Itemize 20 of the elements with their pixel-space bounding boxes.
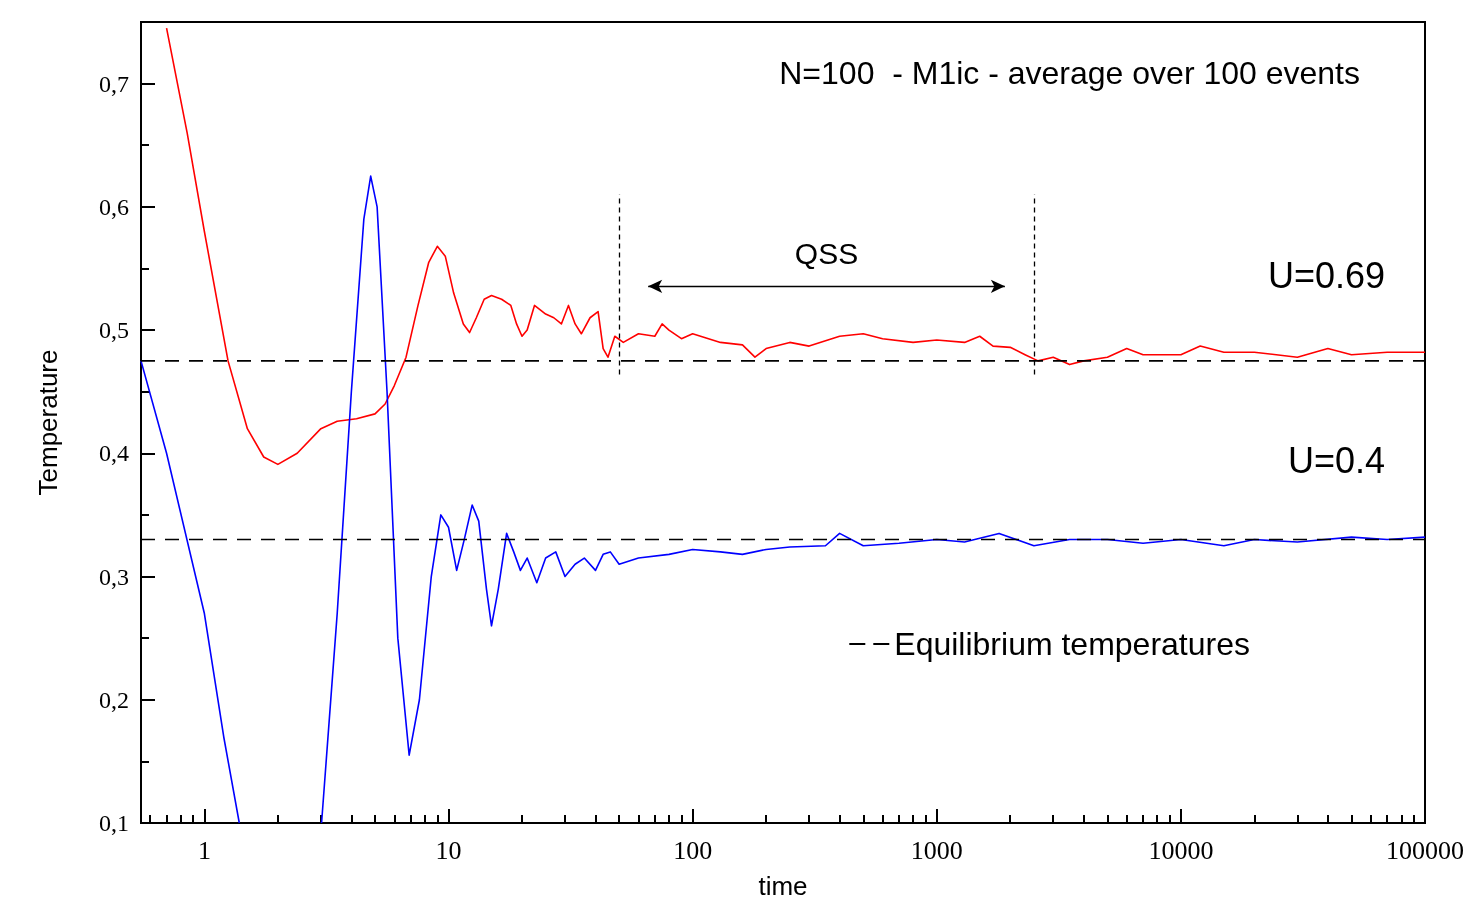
text: N=100 - M1ic - average over 100 events	[779, 55, 1360, 91]
y-tick-label: 0,4	[99, 440, 129, 467]
y-tick-label: 0,6	[99, 193, 129, 220]
x-axis-title: time	[758, 871, 808, 901]
y-tick-label: 0,5	[99, 317, 129, 344]
y-tick-label: 0,7	[99, 70, 129, 97]
legend-label: Equilibrium temperatures	[894, 626, 1250, 662]
y-tick-label: 0,3	[99, 563, 129, 590]
x-tick-label: 10	[435, 835, 462, 865]
x-tick-label: 10000	[1148, 835, 1214, 865]
series-label: U=0.69	[1267, 254, 1386, 296]
annotation: QSS	[794, 236, 859, 270]
y-axis-title: Temperature	[33, 349, 63, 496]
x-tick-label: 1	[197, 835, 211, 865]
x-tick-label: 100000	[1386, 835, 1464, 865]
x-tick-label: 100	[673, 835, 713, 865]
series-label: U=0.4	[1287, 439, 1386, 481]
y-tick-label: 0,1	[99, 810, 129, 836]
y-tick-label: 0,2	[99, 686, 129, 713]
x-tick-label: 1000	[910, 835, 963, 865]
